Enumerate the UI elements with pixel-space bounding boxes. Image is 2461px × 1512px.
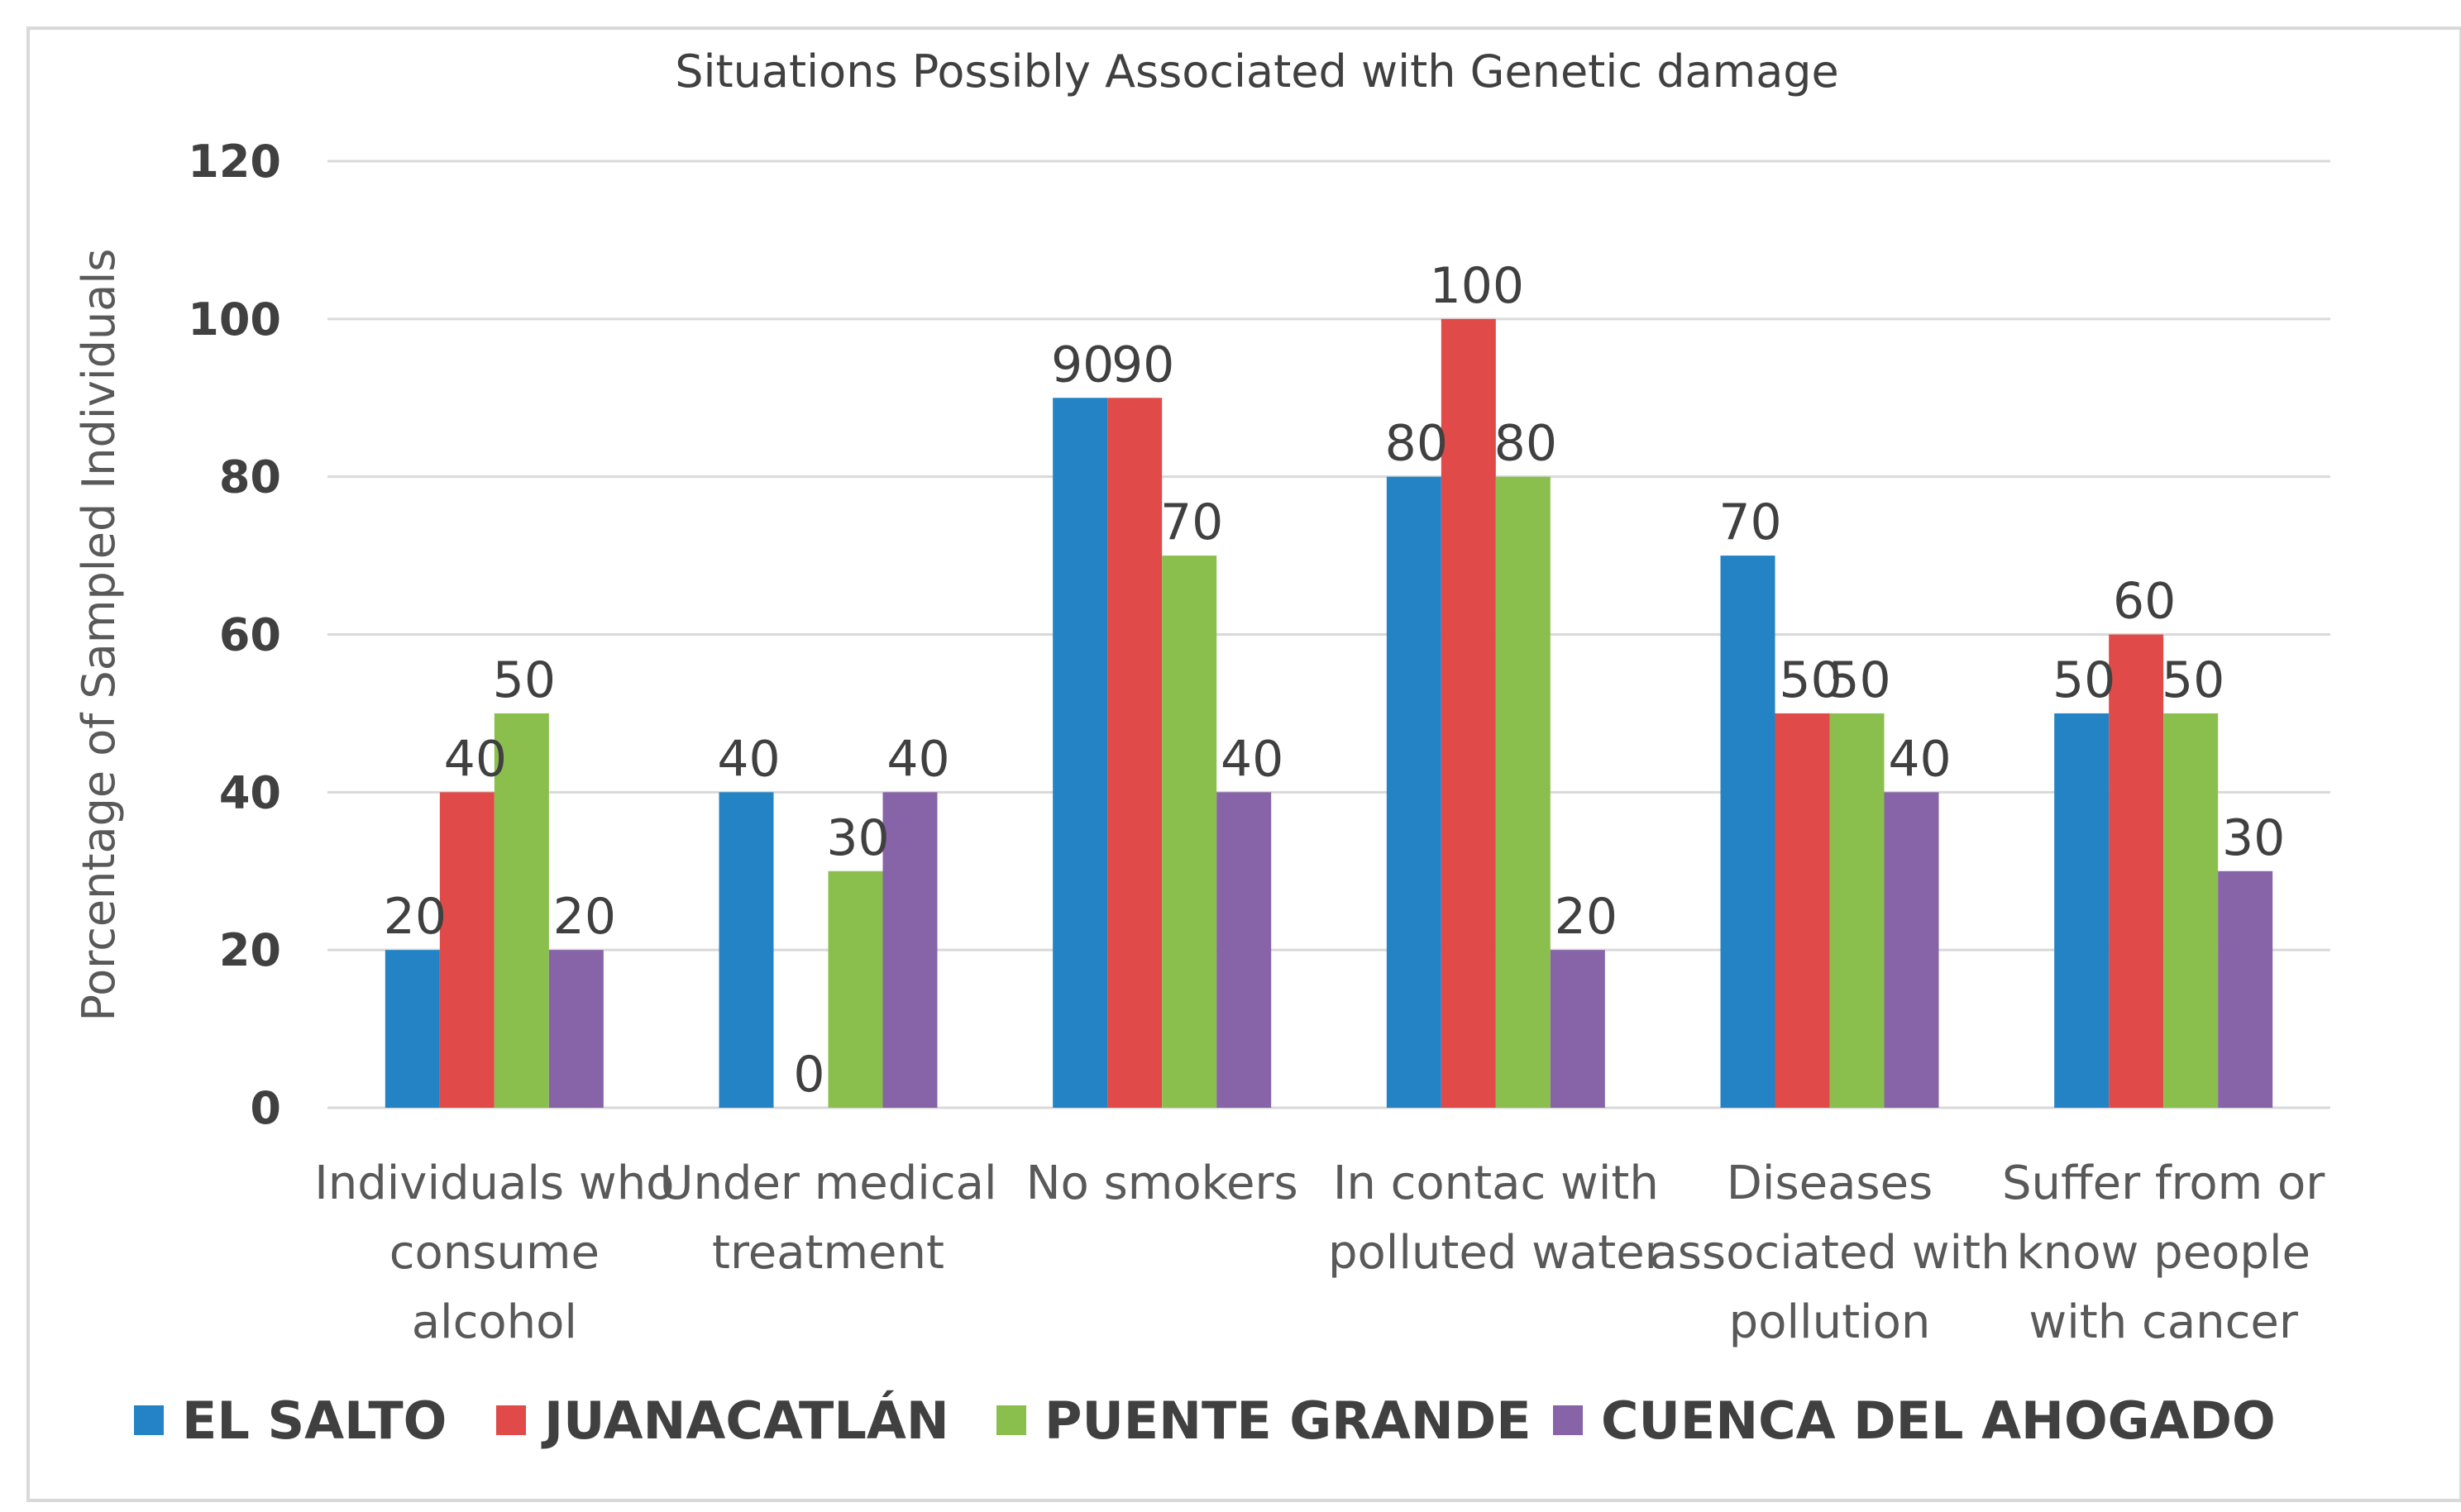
category-label: pollution	[1729, 1295, 1931, 1349]
legend: EL SALTO JUANACATLÁN PUENTE GRANDE CUENCA D…	[134, 1390, 2276, 1451]
bar-puente-grande-1	[828, 870, 883, 1108]
data-label: 50	[2162, 651, 2224, 709]
data-label: 30	[2222, 809, 2285, 867]
bar-cuenca-del-ahogado-2	[1216, 792, 1272, 1108]
data-label: 40	[444, 730, 507, 788]
y-axis-ticks: 0 20 40 60 80 100 120	[188, 136, 281, 1134]
category-label: Suffer from or	[2002, 1157, 2325, 1210]
category-label: In contac with	[1333, 1157, 1659, 1210]
category-label: treatment	[712, 1226, 944, 1280]
y-axis-label: Porcentage of Sampled Individuals	[73, 248, 125, 1021]
data-labels: 2040502040030409090704080100802070505040…	[384, 257, 2286, 1104]
data-label: 100	[1430, 257, 1525, 315]
legend-swatch	[134, 1405, 164, 1435]
data-label: 80	[1385, 415, 1448, 473]
legend-swatch	[1553, 1405, 1583, 1435]
data-label: 40	[1888, 730, 1951, 788]
data-label: 90	[1051, 336, 1114, 394]
bar-el-salto-5	[2054, 713, 2110, 1108]
bar-juanacatl-n-3	[1441, 318, 1496, 1108]
data-label: 90	[1111, 336, 1174, 394]
data-label: 20	[384, 888, 447, 946]
category-label: Diseases	[1727, 1157, 1933, 1210]
bar-el-salto-3	[1386, 476, 1441, 1108]
legend-label: PUENTE GRANDE	[1044, 1390, 1532, 1451]
data-label: 30	[826, 809, 889, 867]
data-label: 50	[1779, 651, 1842, 709]
category-label: Individuals who	[314, 1157, 674, 1210]
bar-juanacatl-n-5	[2109, 634, 2164, 1108]
data-label: 20	[1555, 888, 1618, 946]
y-tick-label: 60	[219, 609, 281, 661]
bar-el-salto-2	[1053, 398, 1108, 1108]
bar-puente-grande-3	[1495, 476, 1551, 1108]
data-label: 50	[1828, 651, 1890, 709]
bar-puente-grande-2	[1162, 556, 1217, 1108]
bar-juanacatl-n-4	[1775, 713, 1830, 1108]
bar-cuenca-del-ahogado-4	[1884, 792, 1939, 1108]
data-label: 60	[2113, 573, 2176, 631]
bar-cuenca-del-ahogado-1	[882, 792, 938, 1108]
bar-el-salto-4	[1720, 556, 1775, 1108]
y-tick-label: 20	[219, 924, 281, 976]
data-label: 40	[717, 730, 780, 788]
data-label: 80	[1494, 415, 1557, 473]
bar-puente-grande-4	[1829, 713, 1885, 1108]
data-label: 50	[2052, 651, 2115, 709]
bar-puente-grande-5	[2163, 713, 2219, 1108]
bar-juanacatl-n-2	[1107, 398, 1163, 1108]
gridlines	[327, 160, 2330, 1109]
bars	[385, 318, 2273, 1108]
category-label: know people	[2016, 1226, 2310, 1280]
bar-puente-grande-0	[494, 713, 549, 1108]
legend-swatch	[996, 1405, 1026, 1435]
bar-cuenca-del-ahogado-3	[1550, 950, 1605, 1108]
legend-label: CUENCA DEL AHOGADO	[1601, 1390, 2276, 1451]
legend-label: EL SALTO	[182, 1390, 447, 1451]
category-label: with cancer	[2029, 1295, 2298, 1349]
data-label: 70	[1160, 494, 1223, 551]
y-tick-label: 0	[250, 1082, 281, 1134]
category-label: Under medical	[659, 1157, 996, 1210]
y-tick-label: 40	[219, 766, 281, 818]
category-label: associated with	[1649, 1226, 2009, 1280]
data-label: 70	[1718, 494, 1781, 551]
chart-title: Situations Possibly Associated with Gene…	[675, 45, 1839, 98]
x-axis-categories: Individuals who consume alcohol Under medic…	[314, 1157, 2325, 1349]
bar-el-salto-1	[719, 792, 774, 1108]
legend-swatch	[496, 1405, 526, 1435]
bar-cuenca-del-ahogado-0	[548, 950, 604, 1108]
y-tick-label: 120	[188, 136, 281, 188]
legend-label: JUANACATLÁN	[541, 1390, 949, 1451]
bar-cuenca-del-ahogado-5	[2218, 870, 2273, 1108]
category-label: consume	[389, 1226, 600, 1280]
bar-el-salto-0	[385, 950, 440, 1108]
category-label: alcohol	[412, 1295, 577, 1349]
category-label: polluted water	[1328, 1226, 1665, 1280]
data-label: 0	[793, 1046, 824, 1104]
data-label: 40	[886, 730, 949, 788]
category-label: No smokers	[1026, 1157, 1298, 1210]
data-label: 20	[553, 888, 616, 946]
data-label: 40	[1221, 730, 1283, 788]
y-tick-label: 80	[219, 451, 281, 503]
bar-juanacatl-n-0	[439, 792, 495, 1108]
data-label: 50	[493, 651, 556, 709]
y-tick-label: 100	[188, 293, 281, 346]
